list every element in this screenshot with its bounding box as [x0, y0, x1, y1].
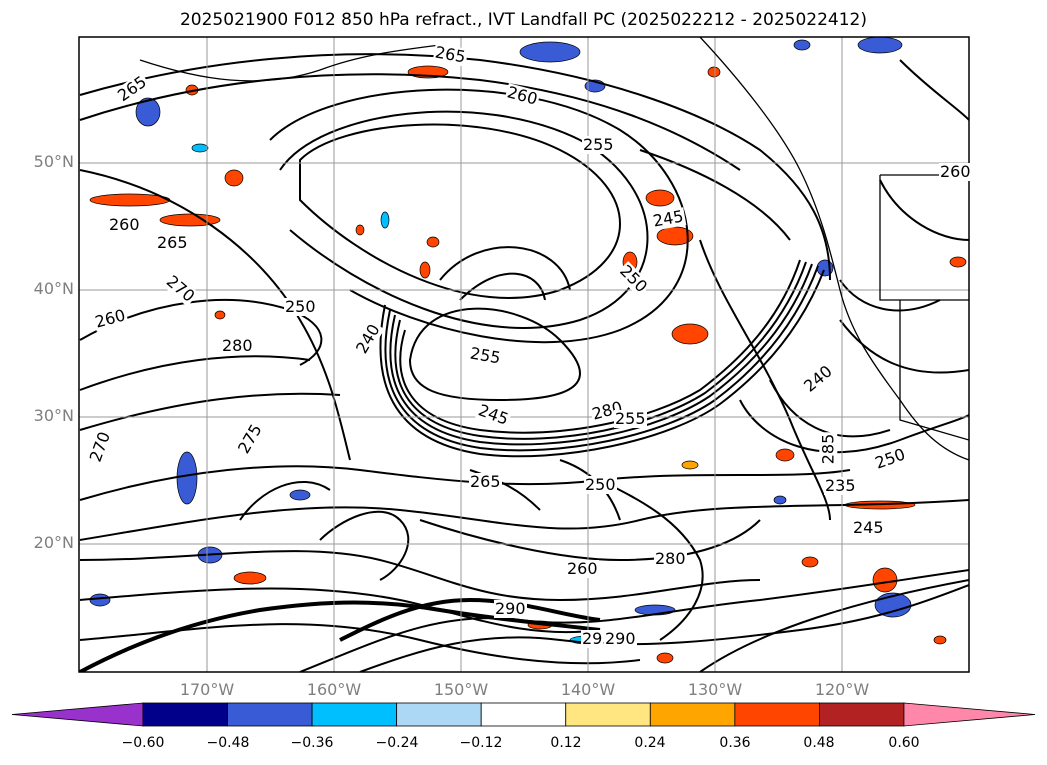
- colorbar-segment: [227, 702, 313, 727]
- contour-label: 265: [156, 233, 189, 252]
- colorbar-segment: [819, 702, 905, 727]
- contour-label: 280: [221, 336, 254, 355]
- colorbar-segment: [311, 702, 398, 727]
- colorbar-tick-label: 0.48: [803, 735, 835, 751]
- contour-label: 250: [584, 475, 617, 494]
- contour-label: 280: [654, 549, 687, 568]
- thick-contour-bundle: [79, 597, 601, 672]
- contour-label: 255: [582, 135, 615, 154]
- colorbar-segment: [480, 702, 567, 727]
- colorbar-tick-label: −0.60: [121, 735, 165, 751]
- colorbar-extend-high: [903, 702, 1036, 727]
- colorbar-segment: [649, 702, 736, 727]
- colorbar-tick-label: 0.60: [888, 735, 920, 751]
- colorbar-segment: [565, 702, 651, 727]
- lon-label-170w: 170°W: [179, 680, 235, 699]
- contour-label: 265: [469, 472, 502, 491]
- lat-label-30n: 30°N: [33, 406, 74, 425]
- contour-label: 260: [108, 215, 141, 234]
- colorbar-segment: [396, 702, 482, 727]
- colorbar-tick-label: −0.24: [375, 735, 419, 751]
- lon-label-150w: 150°W: [433, 680, 489, 699]
- colorbar-extend-low: [11, 702, 144, 727]
- contour-label: 285: [818, 432, 838, 466]
- lon-label-120w: 120°W: [814, 680, 870, 699]
- contour-label: 260: [566, 559, 599, 578]
- plot-area: [79, 37, 969, 672]
- colorbar-tick-label: 0.24: [634, 735, 666, 751]
- contour-label: 250: [284, 297, 317, 316]
- plot-frame: [78, 36, 970, 673]
- lon-label-140w: 140°W: [560, 680, 616, 699]
- colorbar-tick-label: 0.12: [550, 735, 582, 751]
- map-gridlines: [79, 37, 969, 672]
- colorbar-tick-label: −0.36: [290, 735, 334, 751]
- contour-label: 255: [614, 409, 647, 428]
- contour-label: 290: [494, 599, 527, 618]
- colorbar-segment: [734, 702, 820, 727]
- colorbar-tick-label: −0.48: [206, 735, 250, 751]
- lat-label-20n: 20°N: [33, 533, 74, 552]
- map-title: 2025021900 F012 850 hPa refract., IVT La…: [179, 10, 867, 30]
- contour-label: 235: [824, 476, 857, 495]
- colorbar-tick-label: −0.12: [459, 735, 503, 751]
- lon-label-130w: 130°W: [687, 680, 743, 699]
- lat-label-50n: 50°N: [33, 152, 74, 171]
- colorbar: [11, 702, 1036, 727]
- lon-label-160w: 160°W: [306, 680, 362, 699]
- colorbar-tick-label: 0.36: [719, 735, 751, 751]
- contour-label: 290: [604, 629, 637, 648]
- contour-label: 245: [852, 518, 885, 537]
- lat-label-40n: 40°N: [33, 279, 74, 298]
- contour-label: 260: [939, 162, 972, 181]
- colorbar-segment: [142, 702, 228, 727]
